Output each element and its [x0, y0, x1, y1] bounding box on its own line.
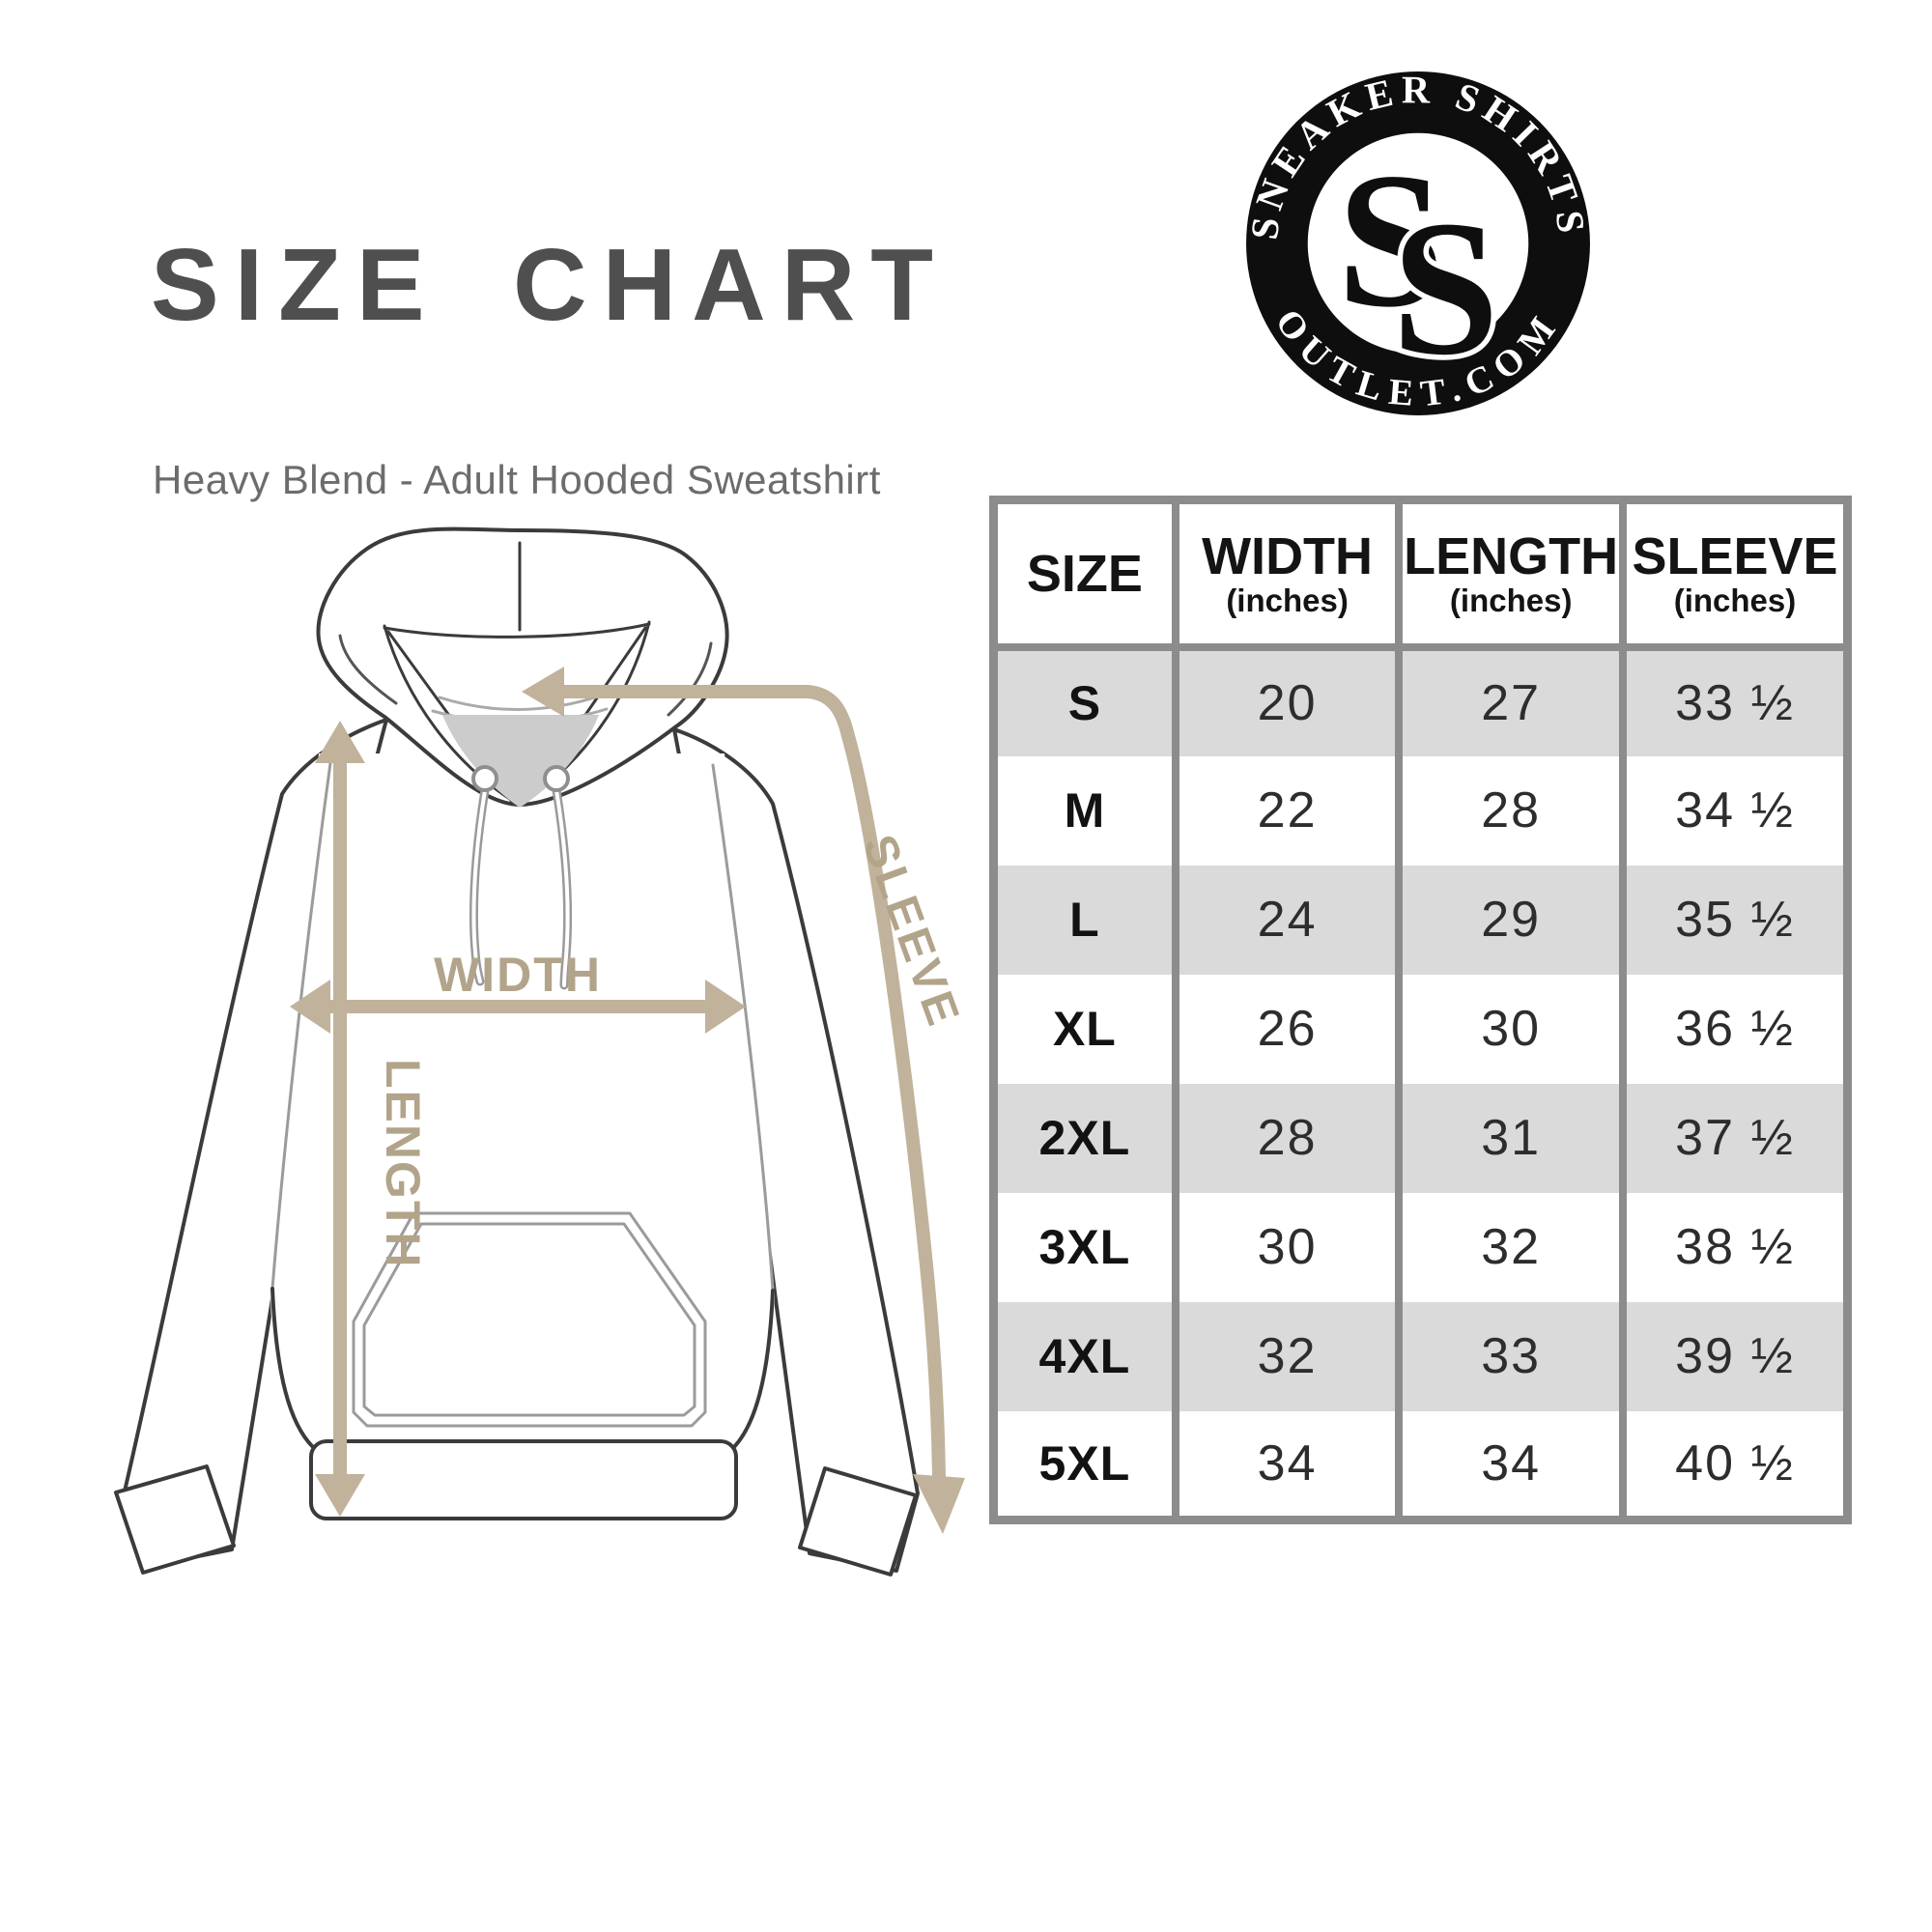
length-cell: 29	[1395, 865, 1623, 975]
monogram-s2: S	[1392, 182, 1499, 395]
width-cell: 30	[1171, 1192, 1400, 1302]
sleeve-cell: 34 ½	[1618, 755, 1848, 866]
sleeve-cell: 39 ½	[1618, 1301, 1848, 1411]
width-cell: 28	[1171, 1083, 1400, 1193]
size-table: SIZE WIDTH (inches) LENGTH (inches) SLEE…	[989, 496, 1852, 1524]
length-cell: 27	[1395, 646, 1623, 756]
header-width: WIDTH (inches)	[1171, 499, 1400, 651]
table-row: L 24 29 35 ½	[993, 865, 1848, 975]
table-header-row: SIZE WIDTH (inches) LENGTH (inches) SLEE…	[993, 499, 1848, 651]
sleeve-cell: 35 ½	[1618, 865, 1848, 975]
size-cell: 3XL	[1038, 1220, 1131, 1274]
size-table-body: S 20 27 33 ½ M 22 28 34 ½ L 24 29 35 ½ XL 26 30 36 ½ 2XL…	[993, 646, 1848, 1520]
width-label: WIDTH	[434, 948, 602, 1002]
right-eyelet	[543, 765, 570, 792]
width-cell: 34	[1171, 1410, 1400, 1520]
table-row: 5XL 34 34 40 ½	[994, 1410, 1848, 1520]
table-row: S 20 27 33 ½	[993, 646, 1848, 756]
width-arrow	[290, 980, 746, 1034]
logo-inner-circle	[1307, 132, 1529, 355]
length-cell: 32	[1395, 1192, 1623, 1302]
neck-detail	[431, 694, 609, 808]
width-cell: 20	[1171, 646, 1400, 756]
table-row: XL 26 30 36 ½	[994, 974, 1848, 1084]
width-cell: 22	[1171, 755, 1400, 866]
length-label: LENGTH	[376, 1059, 430, 1269]
length-cell: 34	[1395, 1410, 1623, 1520]
size-cell: XL	[1052, 1002, 1117, 1056]
neck-triangle	[442, 715, 599, 808]
hood-facing-lines	[338, 634, 713, 717]
table-row: 2XL 28 31 37 ½	[993, 1083, 1848, 1193]
hoodie-torso	[270, 753, 775, 1449]
size-cell: 5XL	[1038, 1435, 1131, 1491]
width-cell: 32	[1171, 1301, 1400, 1411]
hood	[316, 526, 729, 807]
length-cell: 30	[1395, 974, 1623, 1084]
measure-arrows	[290, 667, 965, 1534]
brand-logo: SNEAKER SHIRTS OUTLET.COM S S	[1242, 68, 1590, 415]
size-cell: 2XL	[1038, 1111, 1131, 1165]
sleeve-cell: 33 ½	[1618, 646, 1848, 756]
table-row: 4XL 32 33 39 ½	[993, 1301, 1848, 1411]
length-cell: 33	[1395, 1301, 1623, 1411]
left-cuff	[114, 1464, 236, 1575]
sleeve-cell: 37 ½	[1618, 1083, 1848, 1193]
length-cell: 31	[1395, 1083, 1623, 1193]
size-cell: M	[1064, 783, 1106, 838]
monogram-s1: S	[1337, 134, 1444, 348]
header-sleeve: SLEEVE (inches)	[1618, 499, 1848, 651]
body-side-edges	[270, 1287, 775, 1451]
waistband	[309, 1439, 738, 1520]
size-cell: 4XL	[1038, 1329, 1131, 1383]
body-seams	[270, 761, 775, 1293]
size-cell: L	[1069, 893, 1100, 947]
brand-monogram-icon: S S	[1332, 128, 1505, 401]
right-cuff	[798, 1466, 918, 1577]
sleeve-arrow	[522, 667, 965, 1534]
hoodie-diagram: WIDTH LENGTH SLEEVE	[114, 526, 970, 1577]
drawstrings	[469, 765, 573, 990]
sleeve-cell: 36 ½	[1618, 974, 1848, 1084]
sleeve-label: SLEEVE	[853, 829, 970, 1035]
length-arrow	[315, 721, 365, 1517]
table-row: M 22 28 34 ½	[994, 755, 1848, 866]
header-size: SIZE	[993, 499, 1176, 651]
sleeve-cell: 38 ½	[1618, 1192, 1848, 1302]
table-row: 3XL 30 32 38 ½	[994, 1192, 1848, 1302]
page-title: SIZE CHART	[151, 228, 949, 342]
kangaroo-pocket	[352, 1211, 707, 1428]
length-cell: 28	[1395, 755, 1623, 866]
size-cell: S	[1067, 676, 1102, 730]
waistband-and-cuffs	[114, 1439, 918, 1577]
width-cell: 26	[1171, 974, 1400, 1084]
sleeve-cell: 40 ½	[1618, 1410, 1848, 1520]
header-length: LENGTH (inches)	[1395, 499, 1623, 651]
page-subtitle: Heavy Blend - Adult Hooded Sweatshirt	[153, 457, 881, 502]
width-cell: 24	[1171, 865, 1400, 975]
left-eyelet	[471, 765, 498, 792]
